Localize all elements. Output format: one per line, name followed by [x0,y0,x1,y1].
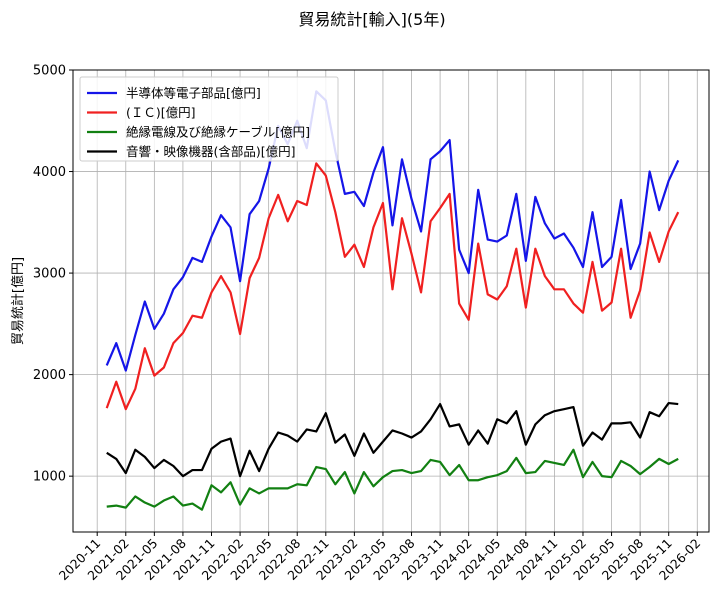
legend-label: 絶縁電線及び絶縁ケーブル[億円] [126,125,310,140]
legend-label: (ＩＣ)[億円] [126,105,196,120]
series-line-1 [105,90,680,372]
y-tick-label: 3000 [33,267,66,282]
legend-label: 半導体等電子部品[億円] [126,86,261,101]
legend-box [79,76,339,162]
y-tick-label: 5000 [33,64,66,79]
y-axis-label: 貿易統計[億円] [10,257,26,345]
legend-label: 音響・映像機器(含部品)[億円] [126,144,296,159]
series-line-2 [105,162,680,411]
y-tick-label: 4000 [33,165,66,180]
legend: 半導体等電子部品[億円] (ＩＣ)[億円] 絶縁電線及び絶縁ケーブル[億円] 音響・映… [79,76,339,162]
y-tick-label: 2000 [33,368,66,383]
chart-title: 貿易統計[輸入](5年) [298,10,445,29]
y-axis: 1000 2000 3000 4000 5000 [33,64,73,485]
series-line-4 [106,401,679,478]
y-tick-label: 1000 [33,470,66,485]
x-axis: 2020-112021-022021-052021-082021-112022-… [56,532,703,583]
series-layer [105,90,680,511]
series-line-3 [106,448,679,511]
plot-frame [72,69,710,533]
